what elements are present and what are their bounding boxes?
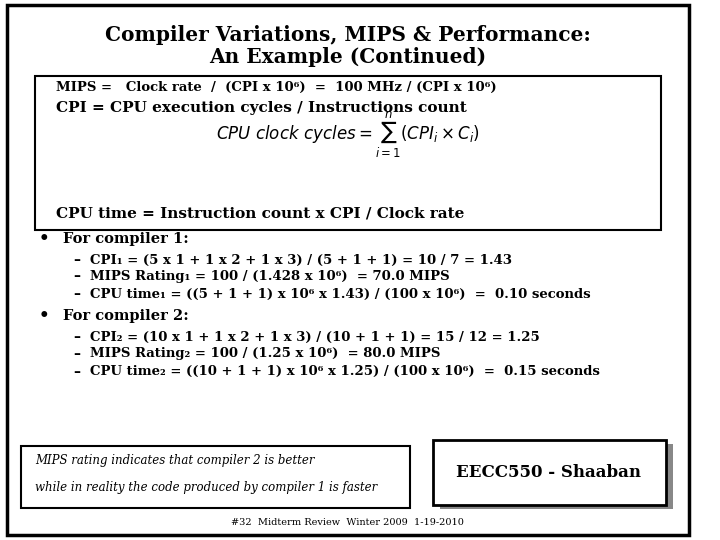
Text: while in reality the code produced by compiler 1 is faster: while in reality the code produced by co…: [35, 481, 377, 494]
Text: •: •: [38, 230, 49, 247]
Text: –: –: [73, 253, 80, 267]
Text: CPU time = Instruction count x CPI / Clock rate: CPU time = Instruction count x CPI / Clo…: [55, 206, 464, 220]
FancyBboxPatch shape: [433, 440, 666, 505]
Text: –: –: [73, 364, 80, 379]
Text: $\mathit{CPU\ clock\ cycles} = \sum_{i=1}^{n}\left(\mathit{CPI}_i \times \mathit: $\mathit{CPU\ clock\ cycles} = \sum_{i=1…: [216, 110, 480, 160]
FancyBboxPatch shape: [35, 76, 661, 230]
FancyBboxPatch shape: [7, 5, 688, 535]
Text: MIPS =   Clock rate  /  (CPI x 10⁶)  =  100 MHz / (CPI x 10⁶): MIPS = Clock rate / (CPI x 10⁶) = 100 MH…: [55, 81, 496, 94]
Text: For compiler 2:: For compiler 2:: [63, 309, 189, 323]
Text: For compiler 1:: For compiler 1:: [63, 232, 189, 246]
Text: MIPS rating indicates that compiler 2 is better: MIPS rating indicates that compiler 2 is…: [35, 454, 314, 467]
Text: –: –: [73, 347, 80, 361]
Text: EECC550 - Shaaban: EECC550 - Shaaban: [456, 464, 642, 481]
Text: #32  Midterm Review  Winter 2009  1-19-2010: #32 Midterm Review Winter 2009 1-19-2010: [231, 518, 464, 527]
Text: CPU time₁ = ((5 + 1 + 1) x 10⁶ x 1.43) / (100 x 10⁶)  =  0.10 seconds: CPU time₁ = ((5 + 1 + 1) x 10⁶ x 1.43) /…: [91, 288, 591, 301]
Text: MIPS Rating₁ = 100 / (1.428 x 10⁶)  = 70.0 MIPS: MIPS Rating₁ = 100 / (1.428 x 10⁶) = 70.…: [91, 270, 450, 283]
Text: MIPS Rating₂ = 100 / (1.25 x 10⁶)  = 80.0 MIPS: MIPS Rating₂ = 100 / (1.25 x 10⁶) = 80.0…: [91, 347, 441, 360]
Text: CPI = CPU execution cycles / Instructions count: CPI = CPU execution cycles / Instruction…: [55, 101, 467, 115]
Text: CPU time₂ = ((10 + 1 + 1) x 10⁶ x 1.25) / (100 x 10⁶)  =  0.15 seconds: CPU time₂ = ((10 + 1 + 1) x 10⁶ x 1.25) …: [91, 365, 600, 378]
FancyBboxPatch shape: [21, 446, 410, 508]
Text: –: –: [73, 330, 80, 345]
FancyBboxPatch shape: [440, 444, 672, 509]
Text: CPI₂ = (10 x 1 + 1 x 2 + 1 x 3) / (10 + 1 + 1) = 15 / 12 = 1.25: CPI₂ = (10 x 1 + 1 x 2 + 1 x 3) / (10 + …: [91, 331, 540, 344]
Text: An Example (Continued): An Example (Continued): [210, 46, 486, 67]
Text: –: –: [73, 287, 80, 301]
Text: CPI₁ = (5 x 1 + 1 x 2 + 1 x 3) / (5 + 1 + 1) = 10 / 7 = 1.43: CPI₁ = (5 x 1 + 1 x 2 + 1 x 3) / (5 + 1 …: [91, 254, 513, 267]
Text: Compiler Variations, MIPS & Performance:: Compiler Variations, MIPS & Performance:: [105, 25, 590, 45]
Text: •: •: [38, 307, 49, 325]
Text: –: –: [73, 269, 80, 284]
